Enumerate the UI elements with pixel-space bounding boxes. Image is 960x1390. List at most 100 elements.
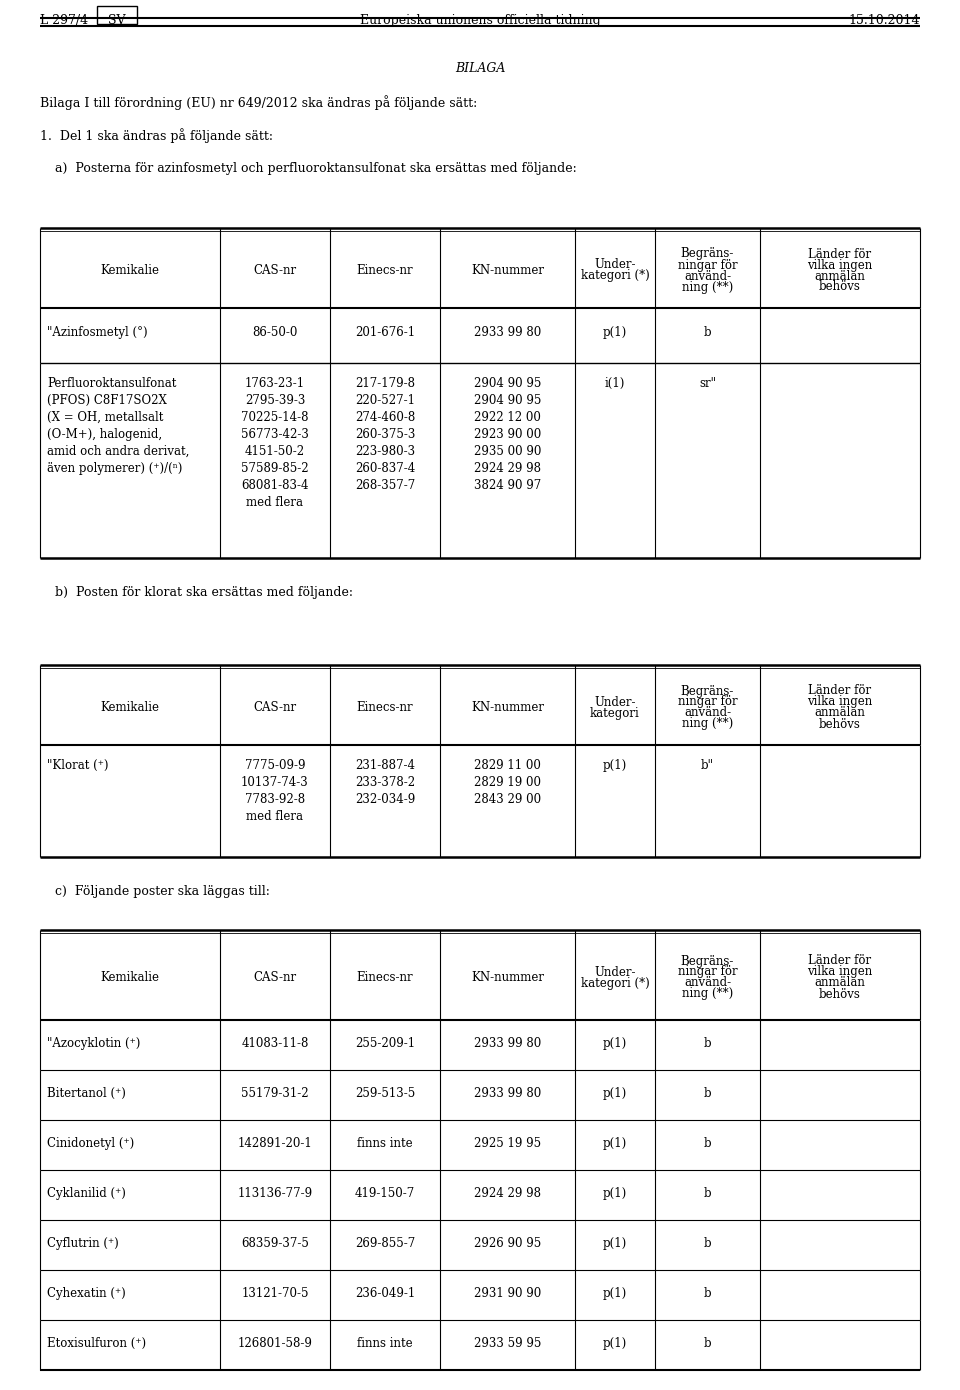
Text: anmälan: anmälan: [815, 270, 865, 282]
Text: Kemikalie: Kemikalie: [101, 972, 159, 984]
Text: 255-209-1: 255-209-1: [355, 1037, 415, 1049]
Text: p(1): p(1): [603, 1037, 627, 1049]
Text: 68359-37-5: 68359-37-5: [241, 1237, 309, 1250]
Text: 1.  Del 1 ska ändras på följande sätt:: 1. Del 1 ska ändras på följande sätt:: [40, 128, 273, 143]
Text: Bitertanol (⁺): Bitertanol (⁺): [47, 1087, 126, 1099]
Text: 2933 99 80: 2933 99 80: [474, 1087, 541, 1099]
Text: behövs: behövs: [819, 281, 861, 293]
Text: 268-357-7: 268-357-7: [355, 480, 415, 492]
Text: Länder för: Länder för: [808, 684, 872, 698]
Text: använd-: använd-: [684, 706, 732, 720]
Text: b: b: [704, 327, 711, 339]
Text: 217-179-8: 217-179-8: [355, 377, 415, 391]
Text: 259-513-5: 259-513-5: [355, 1087, 415, 1099]
Text: 260-375-3: 260-375-3: [355, 428, 415, 441]
Text: b: b: [704, 1137, 711, 1150]
Text: ningar för: ningar för: [678, 966, 737, 979]
Text: 231-887-4: 231-887-4: [355, 759, 415, 771]
Text: 2926 90 95: 2926 90 95: [474, 1237, 541, 1250]
Text: kategori: kategori: [590, 706, 640, 720]
Text: Kemikalie: Kemikalie: [101, 264, 159, 277]
Text: b": b": [701, 759, 714, 771]
Text: (PFOS) C8F17SO2X: (PFOS) C8F17SO2X: [47, 393, 167, 407]
Text: 70225-14-8: 70225-14-8: [241, 411, 309, 424]
Text: 2923 90 00: 2923 90 00: [474, 428, 541, 441]
Text: p(1): p(1): [603, 327, 627, 339]
Text: b: b: [704, 1187, 711, 1200]
Text: vilka ingen: vilka ingen: [807, 966, 873, 979]
Text: (X = OH, metallsalt: (X = OH, metallsalt: [47, 411, 163, 424]
Text: kategori (*): kategori (*): [581, 977, 649, 990]
Text: b: b: [704, 1087, 711, 1099]
Text: p(1): p(1): [603, 1187, 627, 1200]
Text: vilka ingen: vilka ingen: [807, 695, 873, 709]
Text: KN-nummer: KN-nummer: [471, 972, 544, 984]
Text: Begräns-: Begräns-: [681, 684, 734, 698]
Text: 2829 11 00: 2829 11 00: [474, 759, 540, 771]
Text: ning (**): ning (**): [682, 281, 733, 293]
Text: sr": sr": [699, 377, 716, 391]
Text: p(1): p(1): [603, 1237, 627, 1250]
Text: 269-855-7: 269-855-7: [355, 1237, 415, 1250]
Text: p(1): p(1): [603, 1087, 627, 1099]
Text: Perfluoroktansulfonat: Perfluoroktansulfonat: [47, 377, 177, 391]
Text: 7783-92-8: 7783-92-8: [245, 794, 305, 806]
Text: Einecs-nr: Einecs-nr: [357, 972, 414, 984]
Text: b: b: [704, 1037, 711, 1049]
Text: 2924 29 98: 2924 29 98: [474, 461, 541, 475]
Text: Begräns-: Begräns-: [681, 247, 734, 260]
Text: 2925 19 95: 2925 19 95: [474, 1137, 541, 1150]
Text: i(1): i(1): [605, 377, 625, 391]
Text: anmälan: anmälan: [815, 706, 865, 720]
Text: "Azinfosmetyl (°): "Azinfosmetyl (°): [47, 327, 148, 339]
Text: CAS-nr: CAS-nr: [253, 972, 297, 984]
Text: 113136-77-9: 113136-77-9: [237, 1187, 313, 1200]
Text: 57589-85-2: 57589-85-2: [241, 461, 309, 475]
Text: finns inte: finns inte: [357, 1337, 413, 1350]
Text: 2829 19 00: 2829 19 00: [474, 776, 541, 790]
Text: b: b: [704, 1287, 711, 1300]
Text: ningar för: ningar för: [678, 695, 737, 709]
Text: 15.10.2014: 15.10.2014: [849, 14, 920, 26]
Text: KN-nummer: KN-nummer: [471, 701, 544, 714]
Text: Cyklanilid (⁺): Cyklanilid (⁺): [47, 1187, 126, 1200]
Text: p(1): p(1): [603, 759, 627, 771]
Text: c)  Följande poster ska läggas till:: c) Följande poster ska läggas till:: [55, 885, 270, 898]
Text: "Klorat (⁺): "Klorat (⁺): [47, 759, 108, 771]
Text: 68081-83-4: 68081-83-4: [241, 480, 309, 492]
Text: Begräns-: Begräns-: [681, 955, 734, 967]
Text: 3824 90 97: 3824 90 97: [474, 480, 541, 492]
Text: Cinidonetyl (⁺): Cinidonetyl (⁺): [47, 1137, 134, 1150]
Text: Länder för: Länder för: [808, 955, 872, 967]
Text: Under-: Under-: [594, 259, 636, 271]
Text: anmälan: anmälan: [815, 977, 865, 990]
Text: Cyflutrin (⁺): Cyflutrin (⁺): [47, 1237, 119, 1250]
Text: 56773-42-3: 56773-42-3: [241, 428, 309, 441]
Text: 86-50-0: 86-50-0: [252, 327, 298, 339]
Text: 2922 12 00: 2922 12 00: [474, 411, 540, 424]
Text: Under-: Under-: [594, 966, 636, 979]
Text: (O-M+), halogenid,: (O-M+), halogenid,: [47, 428, 162, 441]
Text: 232-034-9: 232-034-9: [355, 794, 415, 806]
Text: Länder för: Länder för: [808, 247, 872, 260]
Text: ning (**): ning (**): [682, 717, 733, 731]
Text: 419-150-7: 419-150-7: [355, 1187, 415, 1200]
Text: 236-049-1: 236-049-1: [355, 1287, 415, 1300]
Text: 55179-31-2: 55179-31-2: [241, 1087, 309, 1099]
Text: 2931 90 90: 2931 90 90: [474, 1287, 541, 1300]
Text: "Azocyklotin (⁺): "Azocyklotin (⁺): [47, 1037, 140, 1049]
Bar: [97, 6, 137, 24]
Text: CAS-nr: CAS-nr: [253, 701, 297, 714]
Text: amid och andra derivat,: amid och andra derivat,: [47, 445, 189, 457]
Text: 2795-39-3: 2795-39-3: [245, 393, 305, 407]
Text: finns inte: finns inte: [357, 1137, 413, 1150]
Text: 1763-23-1: 1763-23-1: [245, 377, 305, 391]
Text: behövs: behövs: [819, 717, 861, 731]
Text: ning (**): ning (**): [682, 987, 733, 1001]
Text: Einecs-nr: Einecs-nr: [357, 701, 414, 714]
Text: 220-527-1: 220-527-1: [355, 393, 415, 407]
Text: använd-: använd-: [684, 977, 732, 990]
Text: 13121-70-5: 13121-70-5: [241, 1287, 309, 1300]
Text: a)  Posterna för azinfosmetyl och perfluoroktansulfonat ska ersättas med följand: a) Posterna för azinfosmetyl och perfluo…: [55, 163, 577, 175]
Text: Bilaga I till förordning (EU) nr 649/2012 ska ändras på följande sätt:: Bilaga I till förordning (EU) nr 649/201…: [40, 95, 477, 110]
